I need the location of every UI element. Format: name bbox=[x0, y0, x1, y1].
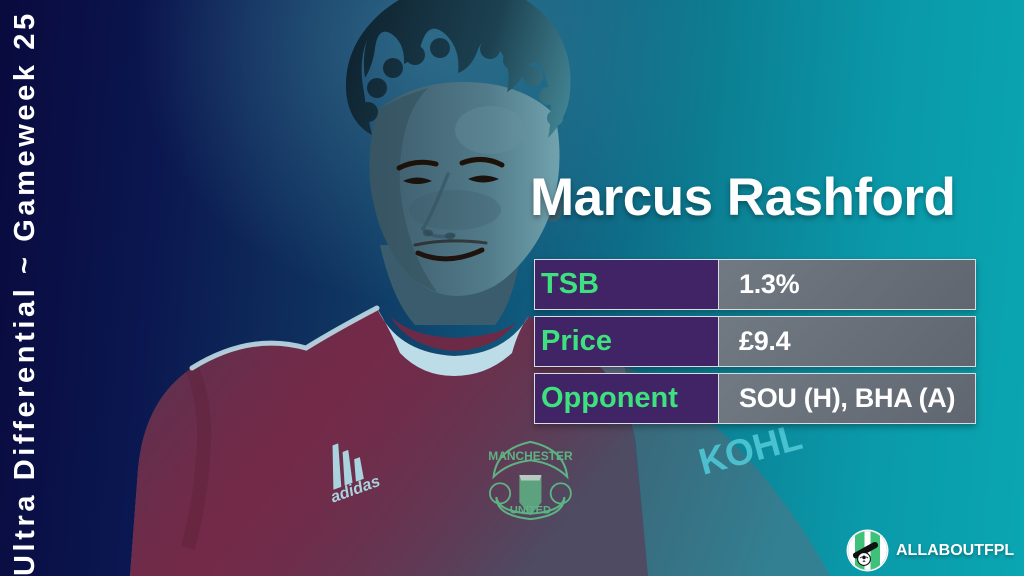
svg-text:UNITED: UNITED bbox=[510, 505, 551, 517]
svg-text:MANCHESTER: MANCHESTER bbox=[488, 449, 573, 463]
